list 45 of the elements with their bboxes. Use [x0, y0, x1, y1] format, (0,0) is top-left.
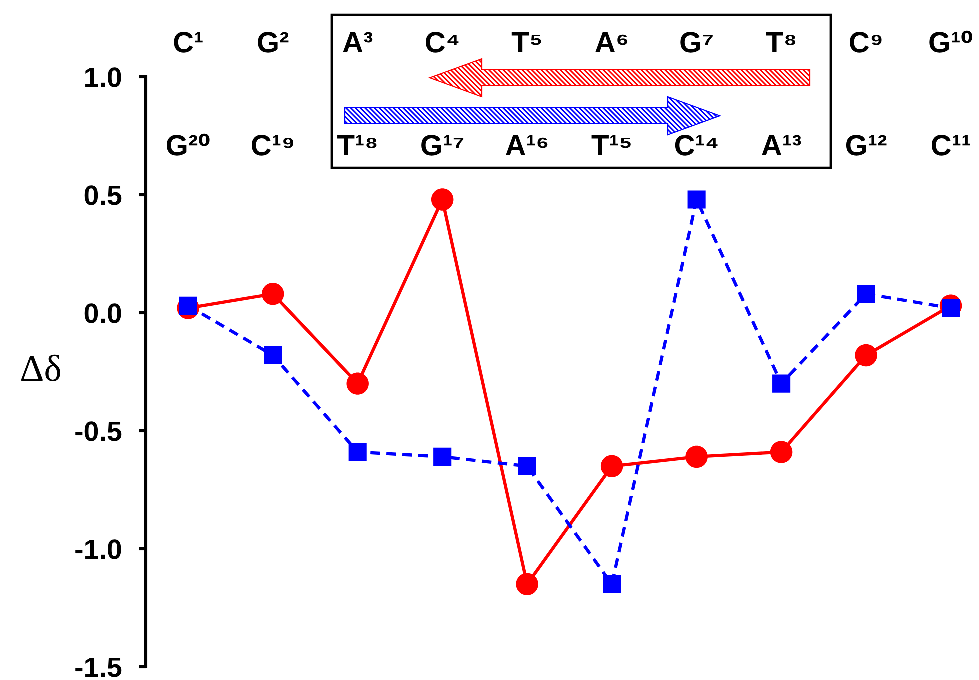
y-tick-label: -1.5 [76, 658, 122, 678]
point [516, 573, 538, 596]
point [262, 283, 284, 306]
text: T⁵ [512, 32, 542, 53]
point [686, 446, 708, 468]
text: A⁶ [596, 32, 628, 53]
text: A³ [343, 32, 373, 53]
annotation: A¹⁶ [506, 135, 548, 156]
text: G² [258, 32, 289, 53]
annotation: T¹⁸ [338, 135, 377, 156]
point [770, 441, 793, 464]
point [264, 346, 282, 365]
annotation: C¹⁴ [675, 135, 718, 156]
point [942, 299, 960, 318]
point [603, 575, 622, 594]
annotation: C¹¹ [932, 135, 970, 156]
text: G⁷ [680, 32, 713, 53]
point [179, 296, 198, 315]
y-tick-label: 0.0 [84, 304, 122, 324]
y-tick-label: -1.0 [76, 540, 122, 560]
point [855, 344, 878, 367]
y-tick-label: 0.5 [84, 186, 122, 206]
point [857, 285, 876, 304]
annotation: G²⁰ [166, 134, 210, 156]
text: C⁴ [426, 32, 459, 53]
point [688, 190, 706, 209]
annotation: G¹⁷ [422, 135, 464, 156]
text: C¹ [174, 32, 203, 53]
annotation: G¹² [846, 135, 887, 156]
y-tick-label: 1.0 [86, 68, 122, 88]
point [431, 188, 454, 211]
point [434, 448, 452, 466]
point [346, 372, 369, 395]
annotation: T¹⁵ [592, 135, 631, 156]
point [772, 374, 791, 393]
text: T⁸ [766, 32, 796, 53]
text: C⁹ [850, 32, 882, 53]
y-tick-label: -0.5 [76, 422, 122, 442]
annotation: C¹⁹ [252, 135, 294, 156]
point [348, 443, 367, 462]
annotation: A¹³ [762, 135, 802, 156]
point [518, 457, 536, 476]
text: G¹⁰ [930, 30, 972, 53]
y-axis-title: Δδ [22, 354, 60, 382]
point [600, 455, 624, 478]
